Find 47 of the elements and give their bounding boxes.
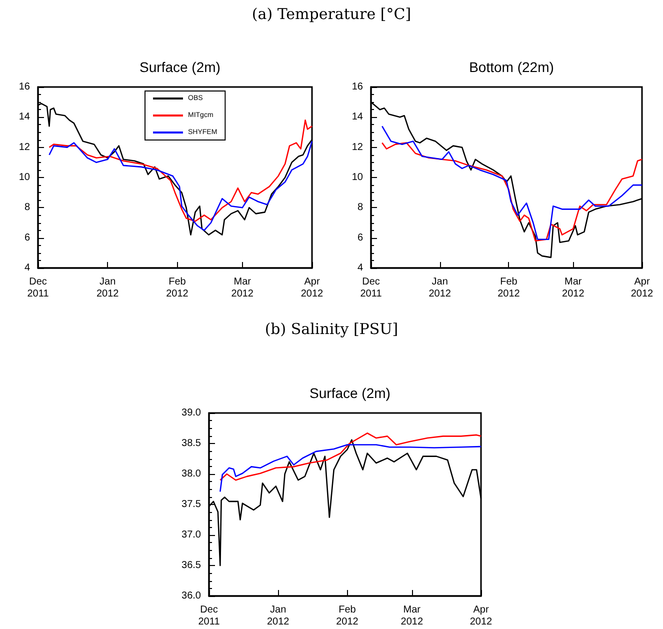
y-tick-label: 12: [352, 142, 364, 153]
y-tick-label: 14: [352, 112, 364, 123]
chart-title: Bottom (22m): [469, 59, 554, 75]
x-tick-label: Dec 2011: [198, 604, 220, 628]
line-series: [381, 126, 643, 240]
chart-title: Surface (2m): [140, 59, 220, 75]
line-series: [48, 140, 313, 231]
x-tick-label: Jan 2012: [266, 604, 290, 628]
y-tick-label: 4: [357, 262, 364, 274]
x-tick-label: Dec 2011: [360, 276, 382, 300]
x-tick-label: Apr 2012: [470, 604, 493, 628]
x-tick-label: Dec 2011: [27, 276, 50, 300]
line-series: [220, 444, 482, 492]
y-tick-label: 14: [18, 112, 30, 123]
x-tick-label: Feb 2012: [336, 604, 359, 628]
y-tick-label: 10: [352, 172, 364, 183]
text: (b) Salinity [PSU]: [264, 320, 400, 338]
y-tick-label: 39.0: [182, 408, 202, 418]
y-tick-label: 12: [18, 142, 30, 153]
y-tick-label: 8: [357, 202, 364, 214]
y-tick-label: 37.5: [182, 499, 202, 510]
y-tick-label: 8: [24, 202, 30, 214]
x-tick-label: Mar 2012: [231, 276, 254, 300]
x-tick-label: Jan 2012: [428, 276, 452, 300]
line-series: [48, 120, 313, 222]
y-tick-label: 36.0: [182, 590, 202, 602]
x-tick-label: Apr 2012: [300, 276, 324, 300]
y-tick-label: 6: [24, 232, 30, 244]
y-tick-label: 37.0: [182, 530, 202, 540]
y-tick-label: 36.5: [182, 560, 202, 571]
x-tick-label: Apr 2012: [630, 276, 654, 300]
x-tick-label: Feb 2012: [498, 276, 520, 300]
chart-title: Surface (2m): [310, 385, 390, 401]
y-tick-label: 38.0: [182, 468, 202, 480]
line-series: [381, 142, 643, 242]
y-tick-label: 16: [352, 82, 364, 92]
y-tick-label: 38.5: [182, 438, 202, 449]
y-tick-label: 4: [24, 262, 30, 274]
x-tick-label: Feb 2012: [166, 276, 189, 300]
x-tick-label: Mar 2012: [562, 276, 585, 300]
text: (a) Temperature [°C]: [250, 5, 412, 23]
y-tick-label: 6: [357, 232, 364, 244]
x-tick-label: Jan 2012: [96, 276, 120, 300]
y-tick-label: 16: [18, 82, 30, 92]
line-series: [220, 432, 482, 481]
x-tick-label: Mar 2012: [400, 604, 424, 628]
y-tick-label: 10: [18, 172, 30, 183]
